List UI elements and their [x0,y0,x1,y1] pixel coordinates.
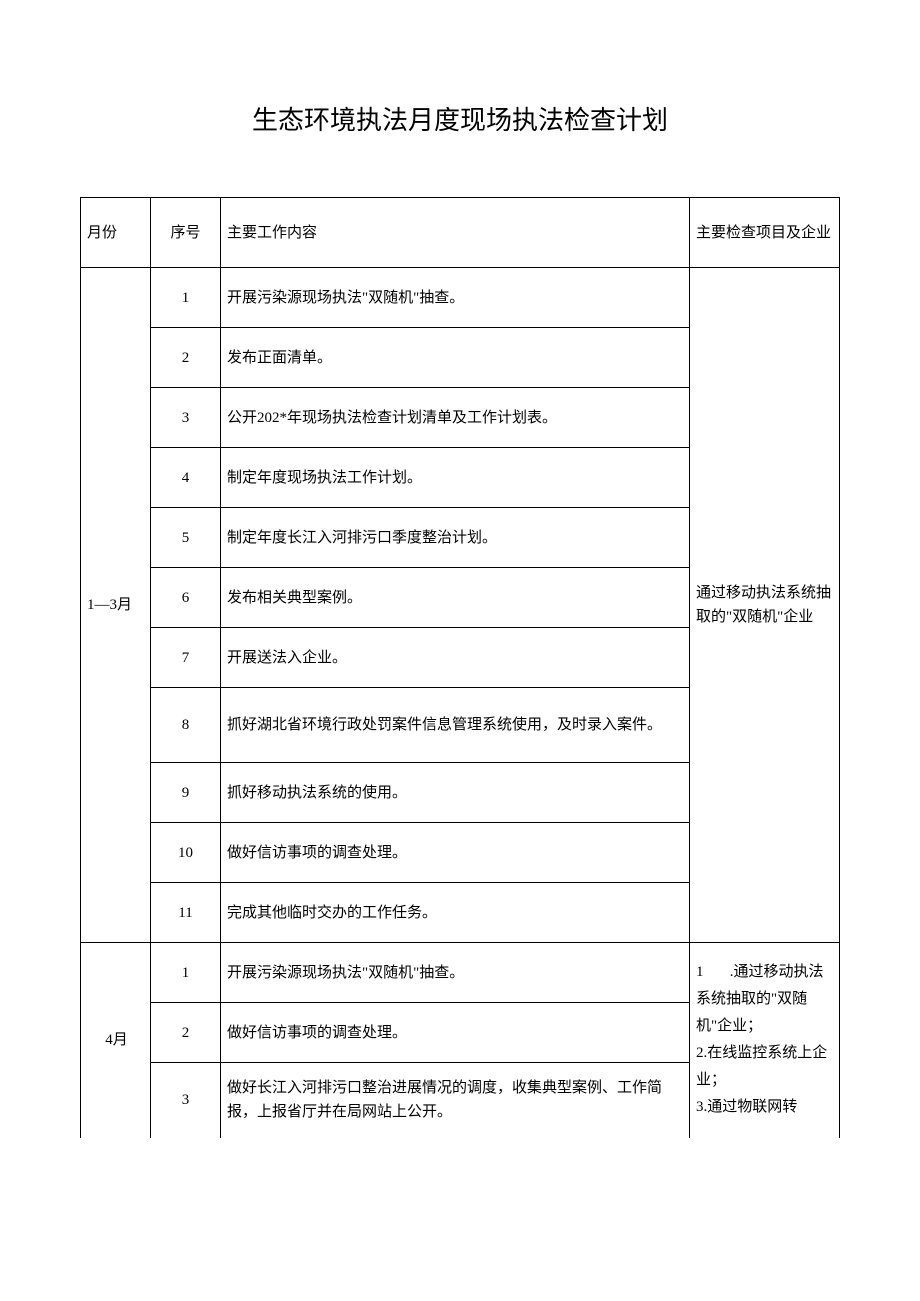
table-header-row: 月份 序号 主要工作内容 主要检查项目及企业 [81,198,840,268]
cell-content: 做好信访事项的调查处理。 [221,823,690,883]
cell-content: 制定年度长江入河排污口季度整治计划。 [221,508,690,568]
cell-seq: 1 [151,268,221,328]
proj-line3: 3.通过物联网转 [696,1099,797,1115]
cell-content: 做好信访事项的调查处理。 [221,1003,690,1063]
cell-content: 发布相关典型案例。 [221,568,690,628]
proj-line1: 1 .通过移动执法系统抽取的"双随机"企业； [696,964,824,1034]
cell-seq: 10 [151,823,221,883]
cell-content: 抓好湖北省环境行政处罚案件信息管理系统使用，及时录入案件。 [221,688,690,763]
col-header-content: 主要工作内容 [221,198,690,268]
cell-content: 开展污染源现场执法"双随机"抽查。 [221,268,690,328]
cell-content: 发布正面清单。 [221,328,690,388]
plan-table: 月份 序号 主要工作内容 主要检查项目及企业 1—3月 1 开展污染源现场执法"… [80,197,840,1138]
cell-content: 完成其他临时交办的工作任务。 [221,883,690,943]
col-header-month: 月份 [81,198,151,268]
cell-seq: 1 [151,943,221,1003]
proj-line1-num: 1 [696,959,704,986]
cell-seq: 6 [151,568,221,628]
cell-seq: 9 [151,763,221,823]
cell-month: 1—3月 [81,268,151,943]
cell-seq: 2 [151,328,221,388]
cell-project: 通过移动执法系统抽取的"双随机"企业 [690,268,840,943]
cell-seq: 3 [151,1063,221,1138]
cell-content: 开展送法入企业。 [221,628,690,688]
cell-seq: 7 [151,628,221,688]
cell-content: 公开202*年现场执法检查计划清单及工作计划表。 [221,388,690,448]
cell-seq: 2 [151,1003,221,1063]
cell-seq: 3 [151,388,221,448]
cell-content: 做好长江入河排污口整治进展情况的调度，收集典型案例、工作简报，上报省厅并在局网站… [221,1063,690,1138]
col-header-project: 主要检查项目及企业 [690,198,840,268]
proj-line1-text: .通过移动执法系统抽取的"双随机"企业； [696,964,824,1034]
cell-content: 抓好移动执法系统的使用。 [221,763,690,823]
table-row: 1—3月 1 开展污染源现场执法"双随机"抽查。 通过移动执法系统抽取的"双随机… [81,268,840,328]
cell-content: 制定年度现场执法工作计划。 [221,448,690,508]
proj-line2: 2.在线监控系统上企业； [696,1045,827,1088]
cell-month: 4月 [81,943,151,1138]
table-row: 4月 1 开展污染源现场执法"双随机"抽查。 1 .通过移动执法系统抽取的"双随… [81,943,840,1003]
cell-seq: 4 [151,448,221,508]
cell-content: 开展污染源现场执法"双随机"抽查。 [221,943,690,1003]
col-header-seq: 序号 [151,198,221,268]
page-title: 生态环境执法月度现场执法检查计划 [80,100,840,137]
cell-seq: 8 [151,688,221,763]
cell-project: 1 .通过移动执法系统抽取的"双随机"企业； 2.在线监控系统上企业； 3.通过… [690,943,840,1138]
cell-seq: 5 [151,508,221,568]
cell-seq: 11 [151,883,221,943]
